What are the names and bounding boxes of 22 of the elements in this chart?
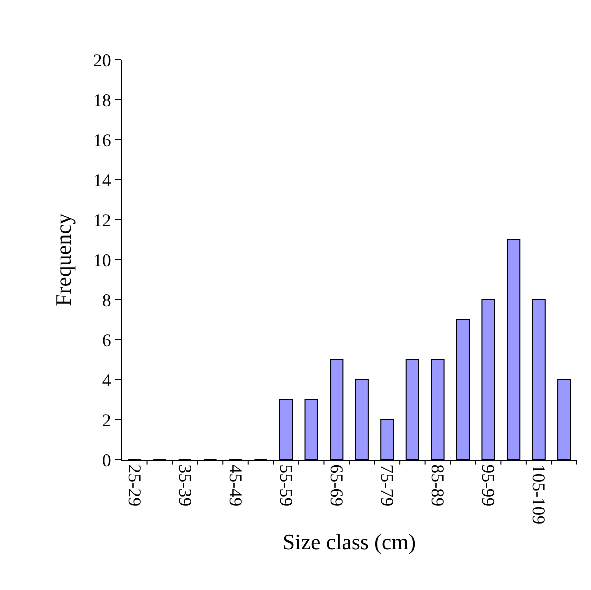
y-tick-label: 2 — [102, 410, 112, 430]
x-tick-label: 85-89 — [428, 464, 448, 507]
x-tick-label: 55-59 — [276, 464, 296, 507]
x-tick-label: 35-39 — [175, 464, 196, 507]
y-tick-label: 12 — [93, 210, 112, 230]
x-tick-label: 25-29 — [124, 464, 145, 507]
y-tick-label: 20 — [93, 50, 112, 70]
y-tick-label: 4 — [102, 370, 112, 390]
x-tick-label: 65-69 — [327, 464, 348, 507]
y-tick-label: 8 — [102, 290, 112, 310]
y-axis-title: Frequency — [51, 214, 76, 306]
y-tick-label: 10 — [93, 250, 112, 270]
y-tick-label: 14 — [93, 170, 112, 190]
y-tick-label: 16 — [93, 130, 112, 150]
x-axis-title: Size class (cm) — [282, 530, 416, 554]
x-tick-label: 95-99 — [478, 464, 499, 507]
y-tick-label: 18 — [93, 90, 112, 110]
x-tick-label: 45-49 — [226, 464, 246, 507]
y-tick-label: 0 — [102, 450, 112, 470]
y-tick-label: 6 — [102, 330, 112, 350]
x-tick-label: 105-109 — [529, 464, 550, 525]
x-tick-label: 75-79 — [378, 464, 398, 507]
